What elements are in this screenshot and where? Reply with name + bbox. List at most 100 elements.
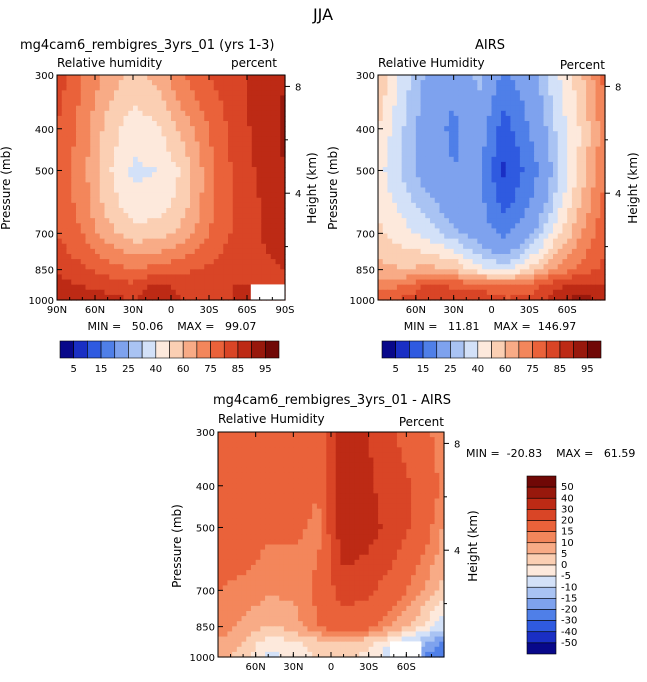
contour-cell bbox=[543, 85, 549, 91]
contour-cell bbox=[312, 467, 318, 474]
contour-cell bbox=[543, 228, 549, 235]
contour-cell bbox=[359, 472, 365, 479]
contour-cell bbox=[275, 85, 281, 91]
contour-cell bbox=[213, 146, 220, 153]
contour-cell bbox=[434, 75, 441, 81]
contour-cell bbox=[242, 253, 248, 260]
contour-cell bbox=[401, 279, 407, 286]
contour-cell bbox=[430, 187, 436, 194]
contour-cell bbox=[515, 131, 521, 137]
contour-cell bbox=[515, 228, 521, 235]
contour-cell bbox=[133, 167, 139, 173]
contour-cell bbox=[251, 90, 258, 97]
contour-cell bbox=[472, 294, 478, 301]
contour-cell bbox=[439, 156, 445, 163]
contour-cell bbox=[118, 228, 125, 235]
contour-cell bbox=[76, 269, 82, 276]
contour-cell bbox=[453, 259, 459, 265]
contour-cell bbox=[500, 172, 507, 178]
contour-cell bbox=[401, 452, 407, 459]
contour-cell bbox=[576, 177, 582, 183]
contour-cell bbox=[280, 115, 286, 122]
contour-cell bbox=[467, 90, 474, 97]
contour-cell bbox=[171, 218, 177, 224]
contour-cell bbox=[61, 223, 68, 230]
contour-cell bbox=[114, 90, 120, 97]
contour-cell bbox=[109, 131, 115, 137]
contour-cell bbox=[321, 452, 327, 459]
contour-cell bbox=[228, 207, 234, 214]
contour-cell bbox=[223, 85, 229, 91]
contour-cell bbox=[85, 121, 91, 127]
contour-cell bbox=[114, 167, 120, 173]
contour-cell bbox=[171, 105, 177, 112]
contour-cell bbox=[142, 279, 148, 286]
contour-cell bbox=[280, 100, 286, 107]
contour-cell bbox=[576, 75, 582, 81]
contour-cell bbox=[401, 462, 407, 469]
contour-cell bbox=[382, 177, 389, 183]
contour-cell bbox=[519, 136, 526, 143]
contour-cell bbox=[411, 213, 417, 219]
contour-cell bbox=[250, 488, 257, 494]
contour-cell bbox=[213, 223, 220, 230]
contour-cell bbox=[429, 478, 436, 484]
contour-cell bbox=[429, 472, 436, 479]
contour-cell bbox=[524, 253, 530, 260]
contour-cell bbox=[420, 437, 426, 443]
contour-cell bbox=[600, 243, 606, 250]
contour-cell bbox=[275, 156, 281, 163]
contour-cell bbox=[595, 126, 601, 132]
contour-cell bbox=[242, 187, 248, 194]
contour-cell bbox=[95, 105, 101, 112]
contour-cell bbox=[524, 218, 530, 224]
contour-cell bbox=[80, 253, 87, 260]
contour-cell bbox=[247, 218, 253, 224]
contour-cell bbox=[232, 213, 239, 219]
contour-cell bbox=[99, 146, 106, 153]
contour-cell bbox=[161, 161, 167, 168]
contour-cell bbox=[439, 442, 445, 448]
contour-cell bbox=[209, 264, 215, 270]
contour-cell bbox=[222, 478, 229, 484]
contour-cell bbox=[472, 207, 478, 214]
contour-cell bbox=[415, 289, 422, 296]
contour-cell bbox=[247, 167, 253, 173]
contour-cell bbox=[180, 284, 186, 291]
contour-cell bbox=[406, 182, 412, 189]
contour-cell bbox=[590, 202, 597, 209]
contour-cell bbox=[213, 192, 220, 199]
contour-cell bbox=[171, 202, 177, 209]
contour-cell bbox=[302, 447, 309, 454]
contour-cell bbox=[142, 167, 148, 173]
contour-cell bbox=[279, 447, 285, 454]
contour-cell bbox=[463, 207, 469, 214]
contour-cell bbox=[524, 192, 530, 199]
contour-cell bbox=[228, 279, 234, 286]
contour-cell bbox=[76, 233, 82, 240]
contour-cell bbox=[576, 151, 582, 158]
contour-cell bbox=[66, 213, 72, 219]
contour-cell bbox=[425, 488, 431, 494]
contour-cell bbox=[453, 248, 459, 255]
contour-cell bbox=[161, 177, 167, 183]
contour-cell bbox=[562, 141, 568, 148]
contour-cell bbox=[444, 243, 450, 250]
contour-cell bbox=[266, 95, 272, 102]
contour-cell bbox=[515, 264, 521, 270]
contour-cell bbox=[175, 161, 182, 168]
contour-cell bbox=[463, 110, 469, 117]
contour-cell bbox=[66, 115, 72, 122]
contour-cell bbox=[415, 197, 422, 204]
colorbar-swatch bbox=[381, 340, 396, 359]
contour-cell bbox=[99, 269, 106, 276]
contour-cell bbox=[204, 248, 210, 255]
contour-cell bbox=[519, 228, 526, 235]
contour-cell bbox=[552, 213, 559, 219]
contour-cell bbox=[223, 151, 229, 158]
contour-cell bbox=[543, 243, 549, 250]
contour-cell bbox=[472, 141, 478, 148]
contour-cell bbox=[114, 279, 120, 286]
contour-cell bbox=[99, 187, 106, 194]
